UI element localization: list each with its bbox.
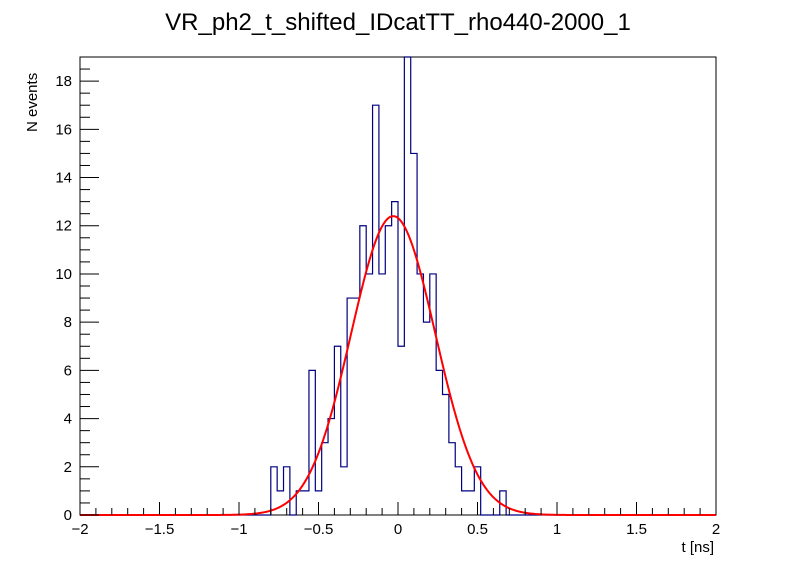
histogram-series	[80, 56, 716, 516]
y-tick-label: 4	[64, 411, 72, 428]
x-tick-label: −1	[230, 521, 247, 538]
y-axis-label: N events	[24, 73, 41, 132]
y-tick-label: 0	[64, 507, 72, 524]
x-tick-label: −1.5	[145, 521, 175, 538]
x-axis-label: t [ns]	[681, 539, 714, 556]
y-tick-label: 14	[55, 170, 72, 187]
x-tick-label: −2	[71, 521, 88, 538]
chart-title: VR_ph2_t_shifted_IDcatTT_rho440-2000_1	[165, 9, 631, 36]
x-tick-label: 1	[553, 521, 561, 538]
gaussian-fit-line	[80, 215, 716, 516]
x-tick-label: 2	[712, 521, 720, 538]
y-tick-label: 18	[55, 73, 72, 90]
x-tick-label: 0.5	[467, 521, 488, 538]
axes: −2 −1.5 −1 −0.5 0 0.5 1 1.5 2 0 2 4 6 8 10 12 14 16 18	[55, 56, 720, 538]
y-tick-label: 2	[64, 459, 72, 476]
y-tick-label: 6	[64, 362, 72, 379]
y-tick-label: 16	[55, 121, 72, 138]
x-tick-label: 0	[394, 521, 402, 538]
x-tick-label: 1.5	[626, 521, 647, 538]
y-tick-label: 12	[55, 218, 72, 235]
x-tick-label: −0.5	[304, 521, 334, 538]
histogram-line	[80, 56, 716, 516]
fit-series	[80, 215, 716, 516]
y-tick-label: 8	[64, 314, 72, 331]
y-tick-label: 10	[55, 266, 72, 283]
